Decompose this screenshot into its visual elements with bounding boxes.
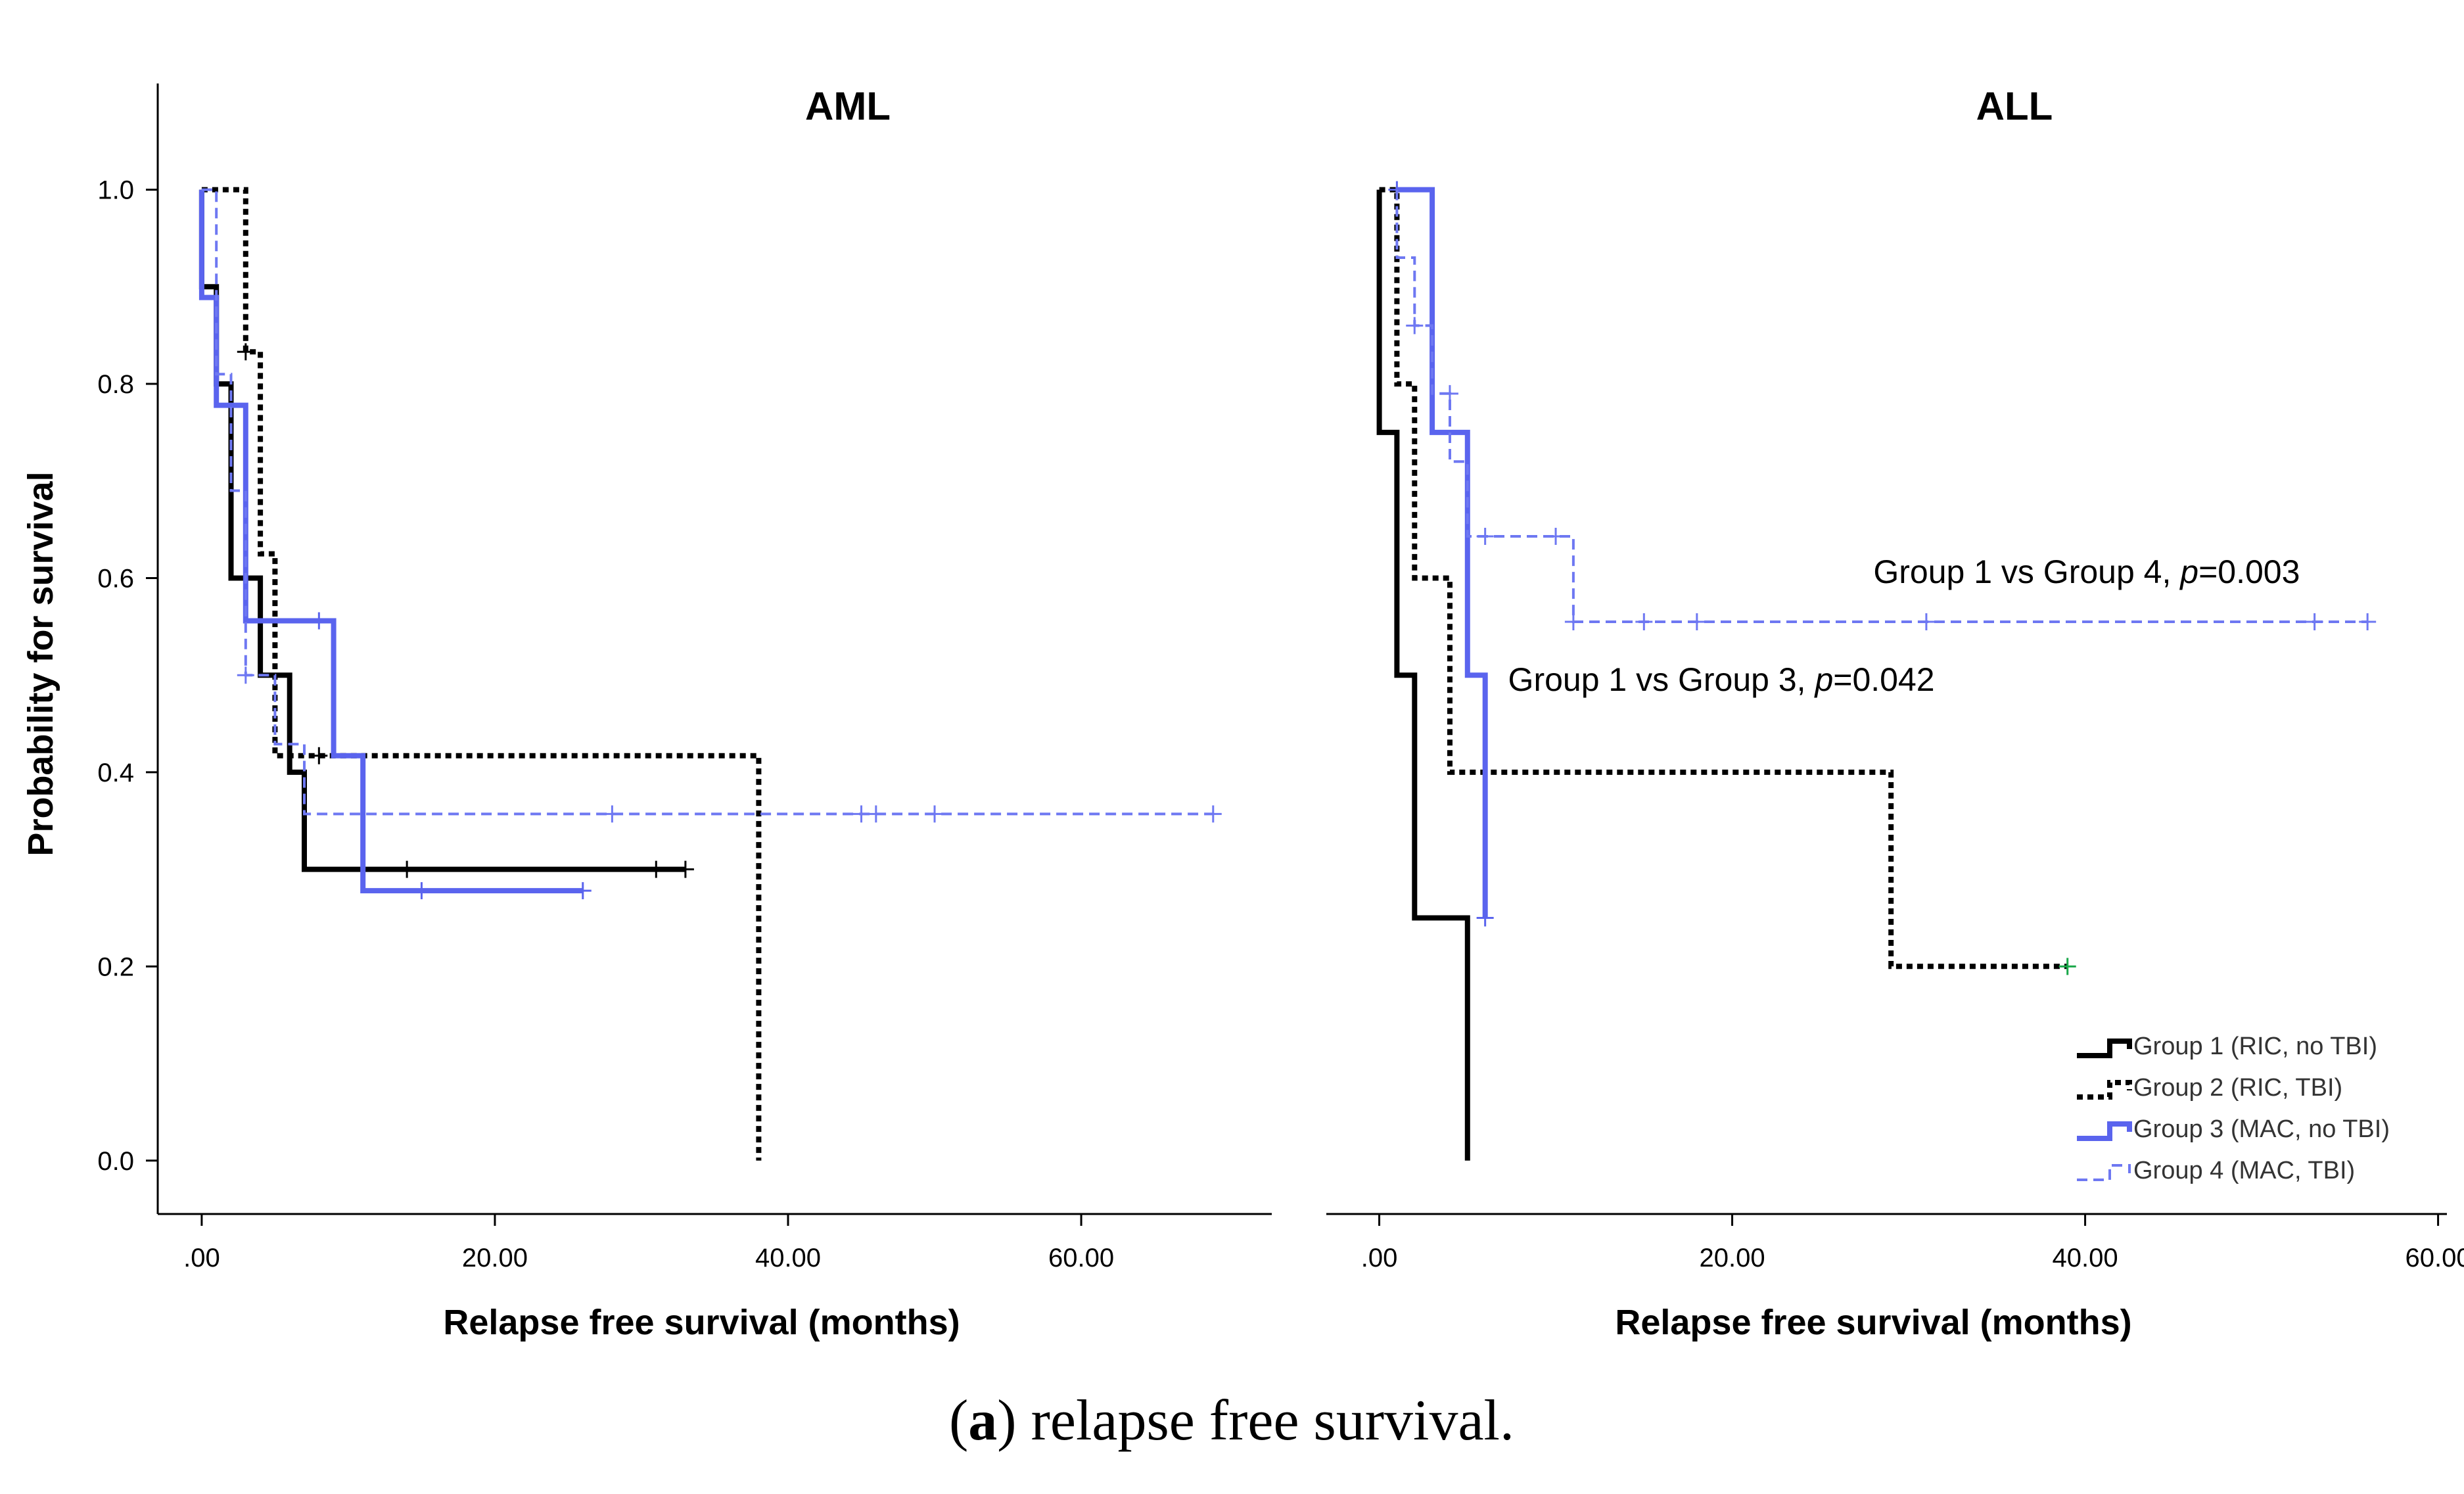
y-tick-label: 0.2 [97,952,134,981]
annotation-p-symbol: p [1813,661,1833,698]
censor-mark-g2 [2058,958,2076,975]
y-tick-label: 1.0 [97,176,134,205]
caption-text: relapse free survival. [1017,1389,1514,1453]
y-tick-label: 0.8 [97,370,134,399]
censor-mark-g4 [852,805,870,823]
censor-mark-g4 [603,805,621,823]
censor-mark-g3 [310,612,328,630]
x-tick-label: 20.00 [1700,1244,1765,1272]
legend-label-g3: Group 3 (MAC, no TBI) [2133,1115,2390,1143]
censor-mark-g4 [1688,613,1706,630]
x-tick-label: 40.00 [755,1244,821,1272]
annotation-p-symbol: p [2179,553,2198,590]
series-line-g1 [1376,189,1470,1161]
x-tick-label: 40.00 [2053,1244,2118,1272]
series-line-g3 [1397,187,1488,918]
figure-caption: (a) relapse free survival. [949,1389,1514,1453]
censor-mark-g2 [237,343,254,361]
legend-label-g2: Group 2 (RIC, TBI) [2133,1074,2342,1102]
censor-mark-g2 [310,747,328,764]
censor-mark-g4 [1441,385,1458,402]
censor-mark-g4 [237,666,254,684]
censor-mark-g4 [1917,613,1935,630]
x-axis-title: Relapse free survival (months) [1615,1303,2131,1342]
censor-mark-g4 [2306,613,2323,630]
censor-mark-g4 [2359,613,2377,630]
y-tick-label: 0.0 [97,1147,134,1176]
censor-mark-g1 [647,860,665,878]
legend-label-g1: Group 1 (RIC, no TBI) [2133,1033,2377,1060]
x-tick-label: .00 [183,1244,220,1272]
x-tick-label: 60.00 [2406,1244,2464,1272]
panel-title: ALL [1976,84,2053,128]
legend: Group 1 (RIC, no TBI) Group 2 (RIC, TBI) G… [2077,1033,2390,1184]
y-tick-label: 0.4 [97,759,134,787]
x-tick-label: 20.00 [462,1244,528,1272]
censor-mark-g4 [1204,805,1222,823]
x-axis-title: Relapse free survival (months) [443,1303,960,1342]
censor-mark-g3 [574,882,592,900]
censor-mark-g4 [1476,527,1494,545]
legend-swatch-g2 [2077,1080,2132,1100]
censor-mark-g1 [676,860,694,878]
censor-mark-g4 [867,805,885,823]
legend-swatch-g1 [2077,1039,2132,1058]
legend-swatch-g3 [2077,1121,2132,1141]
annotation-value: =0.003 [2198,553,2300,590]
annotation-prefix: Group 1 vs Group 4, [1873,553,2180,590]
censor-mark-g4 [1547,527,1565,545]
censor-mark-g3 [1476,909,1494,927]
caption-open-paren: ( [949,1389,968,1453]
panel-title: AML [805,84,891,128]
censor-mark-g4 [1406,317,1424,335]
caption-close-paren: ) [997,1389,1016,1453]
series-line-g4 [201,188,1213,816]
censor-mark-g3 [413,882,430,900]
censor-mark-g4 [1635,613,1653,630]
x-tick-label: 60.00 [1048,1244,1114,1272]
series-line-g3 [198,189,583,894]
censor-mark-g4 [926,805,944,823]
aml-panel: .00 20.00 40.00 60.00 0.0 0.2 0.4 0.6 0.8 1.0 AML R… [21,83,1272,1342]
annotation-pvalue: Group 1 vs Group 4, p=0.003 [1873,553,2300,590]
series-line-g1 [198,189,686,872]
all-panel: .00 20.00 40.00 60.00 ALL Relapse free surviv… [1326,84,2464,1342]
censor-mark-g1 [398,860,416,878]
annotation-pvalue: Group 1 vs Group 3, p=0.042 [1508,661,1935,698]
y-tick-label: 0.6 [97,564,134,593]
x-tick-label: .00 [1361,1244,1398,1272]
series-line-g2 [1379,187,2068,969]
legend-swatch-g4 [2077,1164,2131,1181]
censor-mark-g4 [1564,613,1582,630]
legend-label-g4: Group 4 (MAC, TBI) [2133,1157,2355,1184]
annotation-prefix: Group 1 vs Group 3, [1508,661,1815,698]
y-axis-title: Probability for survival [21,471,60,856]
caption-label: a [968,1389,997,1453]
series-line-g2 [201,187,762,1161]
annotation-value: =0.042 [1833,661,1934,698]
